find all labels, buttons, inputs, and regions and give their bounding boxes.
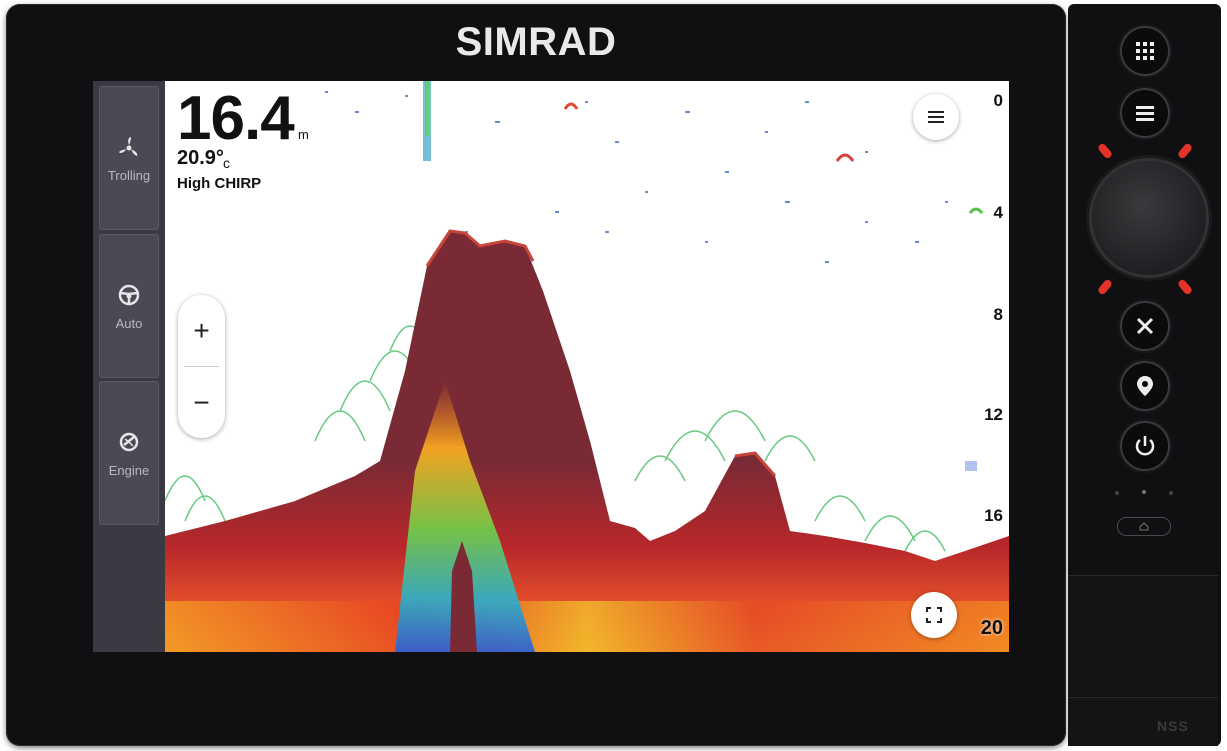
model-badge: NSS bbox=[1157, 718, 1189, 734]
sidebar-item-label: Trolling bbox=[107, 167, 151, 183]
indicator-dot bbox=[1169, 491, 1173, 495]
waypoint-button[interactable] bbox=[1122, 363, 1168, 409]
sidebar-item-engine[interactable]: Engine bbox=[99, 381, 159, 525]
depth-scale-label: 20 bbox=[980, 617, 1003, 639]
sonar-view[interactable]: 16.4 m 20.9° c High CHIRP + − 0 4 8 12 1… bbox=[165, 81, 1009, 652]
menu-icon bbox=[1136, 106, 1154, 121]
zoom-out-button[interactable]: − bbox=[193, 386, 210, 418]
depth-scale-label: 8 bbox=[993, 305, 1003, 324]
sidebar-item-trolling[interactable]: Trolling bbox=[99, 86, 159, 230]
lower-panel bbox=[1068, 697, 1218, 746]
depth-readout: 16.4 bbox=[177, 84, 295, 153]
indicator-dot bbox=[1142, 490, 1146, 494]
zoom-divider bbox=[184, 366, 219, 367]
card-slot-cover[interactable] bbox=[1068, 575, 1218, 696]
steering-wheel-icon bbox=[118, 284, 140, 305]
apps-grid-icon bbox=[1136, 42, 1154, 60]
home-icon bbox=[1139, 522, 1149, 531]
indicator-dot bbox=[1115, 491, 1119, 495]
water-temp: 20.9° bbox=[177, 147, 224, 169]
engine-icon bbox=[119, 432, 139, 451]
power-button[interactable] bbox=[1122, 423, 1168, 469]
sidebar-item-label: Auto bbox=[115, 315, 143, 331]
fullscreen-button[interactable] bbox=[911, 592, 957, 638]
control-sidebar: Trolling Auto Engine bbox=[93, 81, 165, 652]
depth-scale-label: 0 bbox=[993, 91, 1003, 110]
depth-scale-label: 12 bbox=[984, 405, 1003, 424]
power-icon bbox=[1135, 436, 1155, 456]
depth-scale-label: 4 bbox=[993, 203, 1003, 222]
sidebar-item-auto[interactable]: Auto bbox=[99, 234, 159, 378]
hamburger-menu-icon bbox=[928, 111, 944, 123]
depth-unit: m bbox=[298, 127, 309, 142]
waypoint-icon bbox=[1137, 376, 1153, 396]
menu-button[interactable] bbox=[913, 94, 959, 140]
sonar-mode: High CHIRP bbox=[177, 175, 262, 192]
temp-unit: c bbox=[223, 155, 230, 171]
exit-button[interactable] bbox=[1122, 303, 1168, 349]
zoom-control: + − bbox=[178, 295, 225, 438]
sonar-echo-image bbox=[165, 81, 1009, 652]
propeller-icon bbox=[119, 136, 138, 156]
display-screen: Trolling Auto Engine bbox=[93, 81, 1009, 652]
menu-hw-button[interactable] bbox=[1122, 90, 1168, 136]
sidebar-item-label: Engine bbox=[108, 462, 150, 478]
close-icon bbox=[1136, 317, 1154, 335]
brand-logo: SIMRAD bbox=[455, 20, 617, 64]
apps-button[interactable] bbox=[1122, 28, 1168, 74]
depth-scale-label: 16 bbox=[984, 506, 1003, 525]
zoom-in-button[interactable]: + bbox=[193, 314, 210, 346]
rotary-knob[interactable] bbox=[1092, 161, 1206, 275]
expand-icon bbox=[926, 607, 942, 623]
home-button[interactable] bbox=[1117, 517, 1171, 536]
